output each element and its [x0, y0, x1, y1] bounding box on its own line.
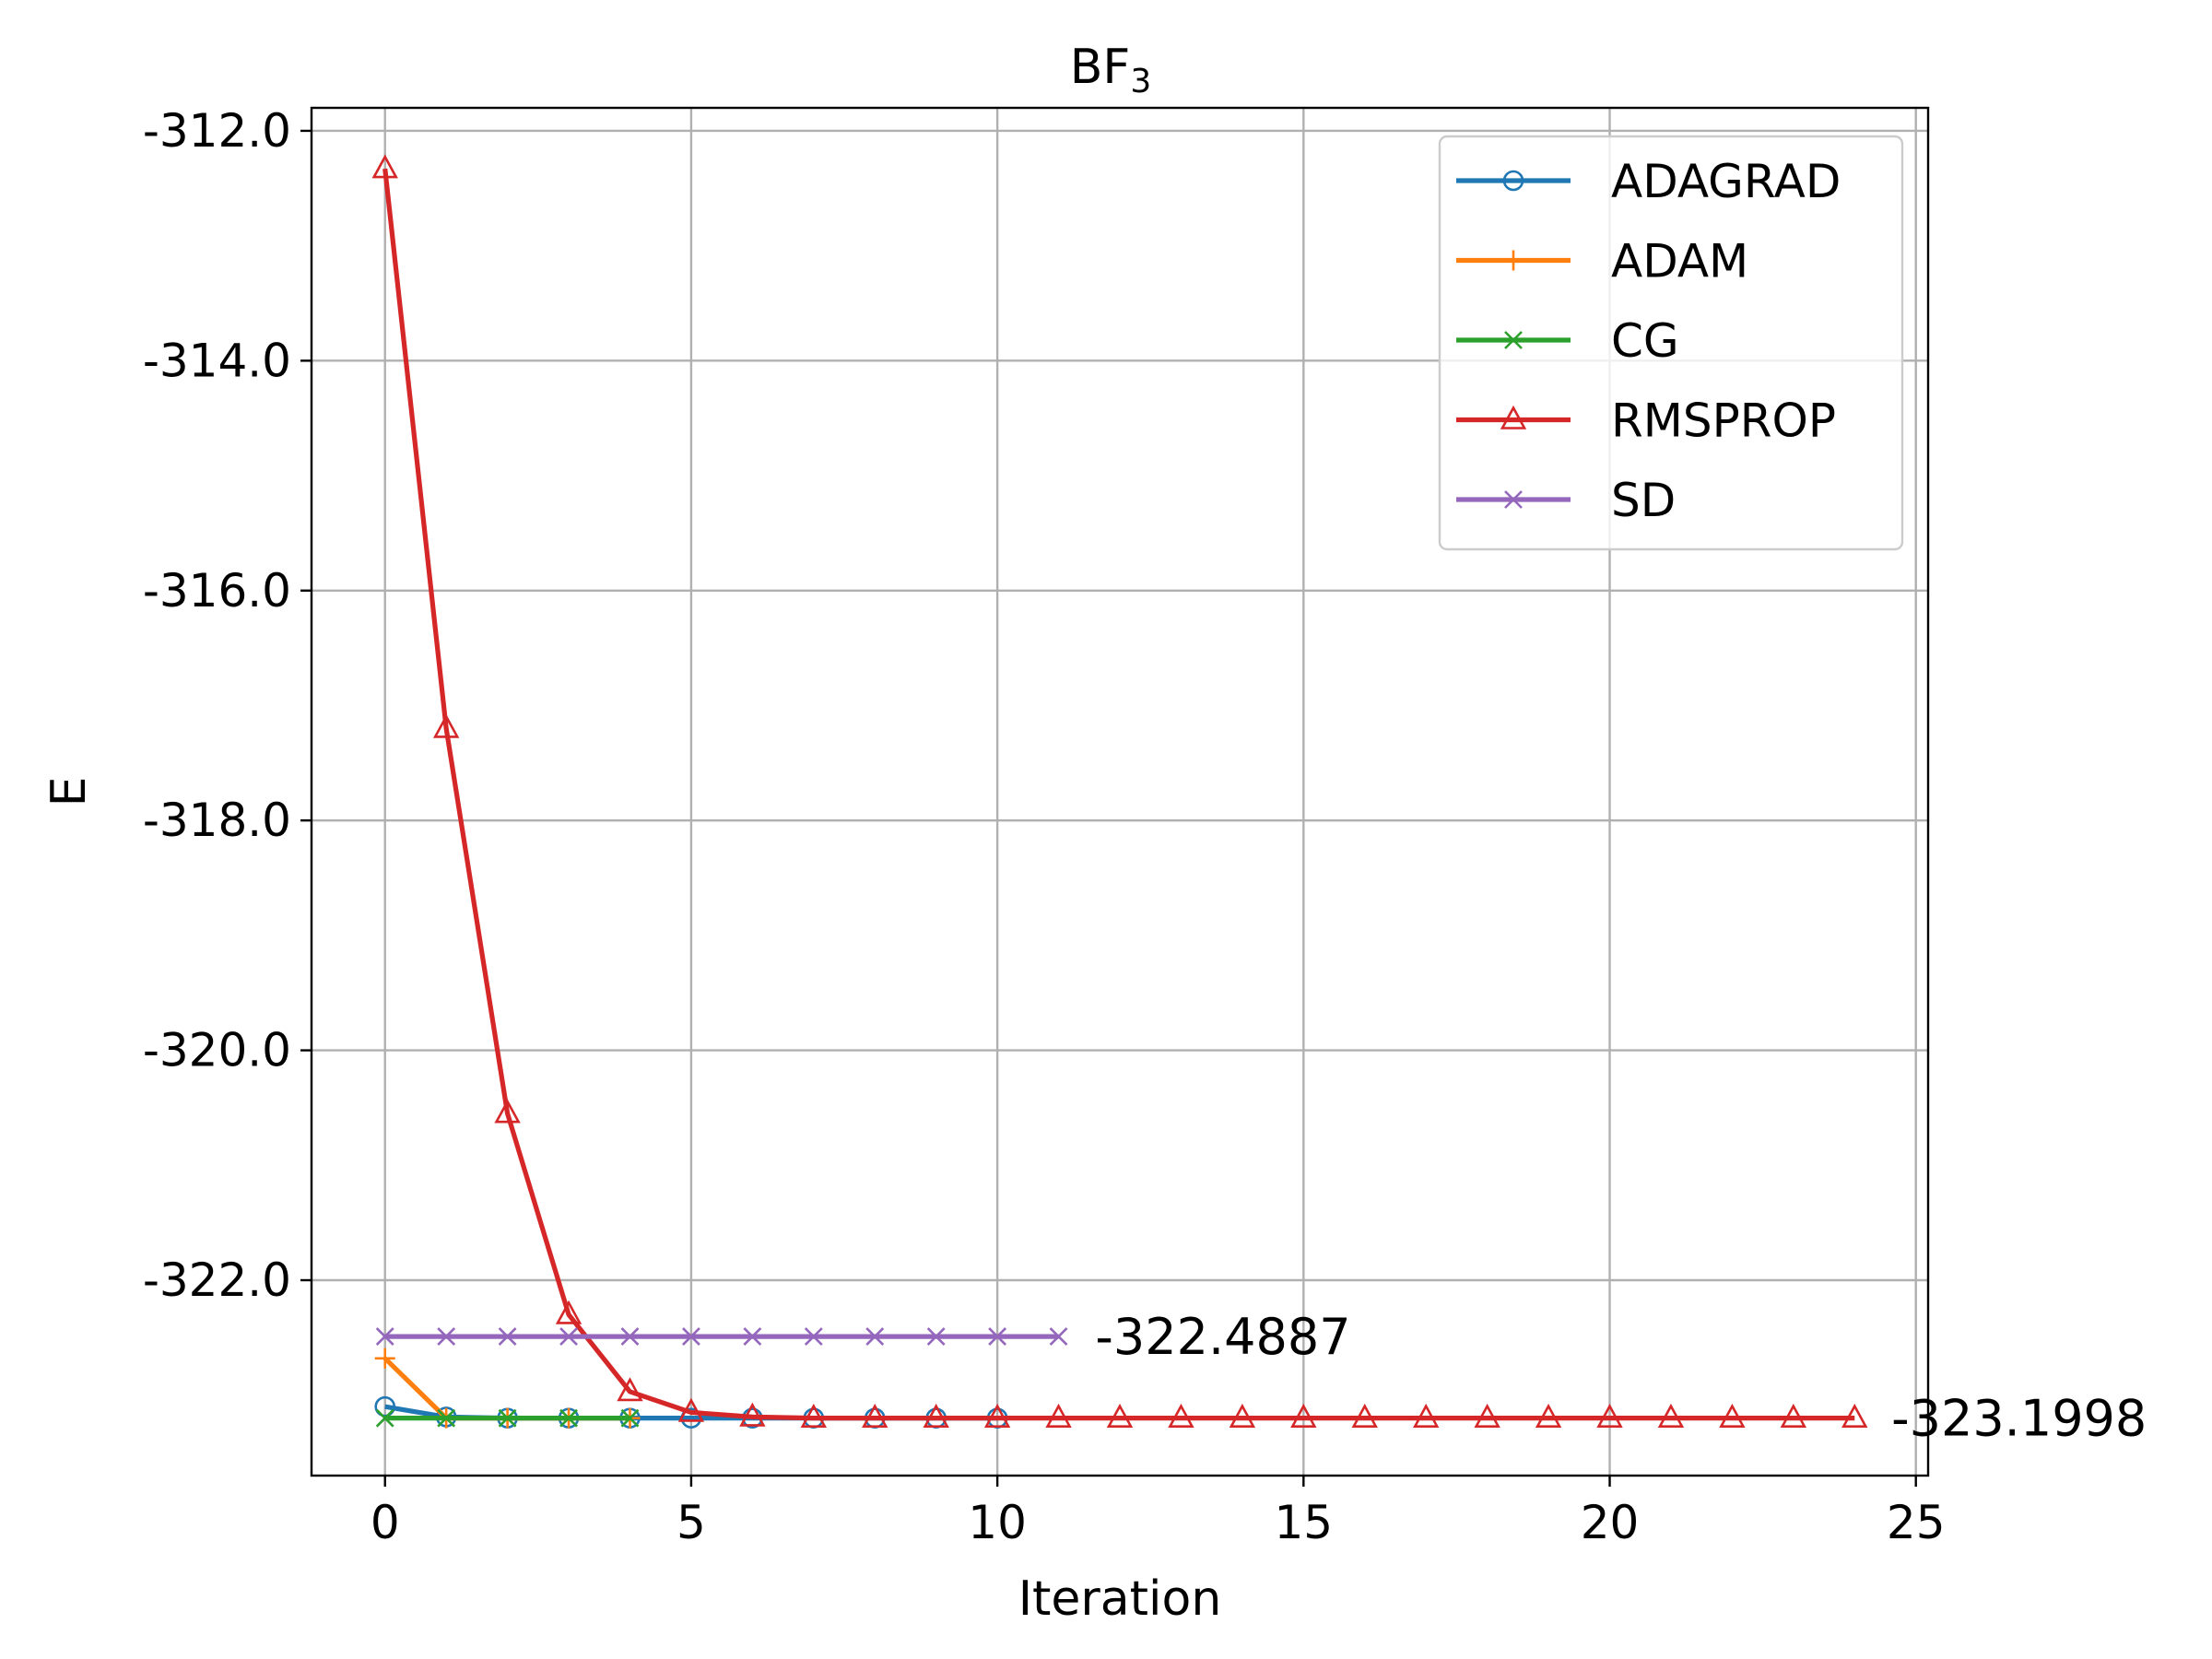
data-point-rmsprop: [555, 1300, 582, 1324]
data-point-cg: [559, 1408, 578, 1428]
legend-marker-adagrad: [1502, 170, 1524, 192]
data-point-adam: [374, 1347, 395, 1369]
data-point-rmsprop: [862, 1403, 888, 1428]
data-point-rmsprop: [1351, 1403, 1378, 1428]
data-point-rmsprop: [1719, 1403, 1746, 1428]
y-axis-label: E: [41, 777, 97, 807]
chart-title-subscript: 3: [1130, 63, 1151, 100]
data-point-sd: [437, 1327, 456, 1347]
x-tick-label: 15: [1275, 1496, 1334, 1549]
data-point-cg: [437, 1408, 456, 1428]
value-annotation: -323.1998: [1891, 1390, 2147, 1448]
data-point-rmsprop: [1413, 1403, 1440, 1428]
y-tick-label: -320.0: [143, 1024, 291, 1077]
data-point-rmsprop: [983, 1403, 1011, 1428]
x-axis-label: Iteration: [1018, 1571, 1222, 1627]
data-point-rmsprop: [923, 1403, 949, 1428]
x-tick-label: 10: [968, 1496, 1027, 1549]
data-point-sd: [926, 1327, 946, 1347]
series-cg: [375, 1408, 640, 1428]
data-point-rmsprop: [1290, 1403, 1317, 1428]
grid-lines: [312, 108, 1928, 1476]
legend-marker-adam: [1503, 250, 1524, 271]
legend-marker-rmsprop: [1500, 405, 1527, 429]
data-point-sd: [682, 1327, 700, 1347]
annotations: -322.4887 -323.1998: [1095, 1308, 2147, 1448]
legend-entry-cg: CG: [1456, 314, 1679, 368]
data-point-rmsprop: [494, 1099, 521, 1124]
data-point-sd: [375, 1327, 394, 1347]
data-point-cg: [498, 1408, 517, 1428]
data-point-rmsprop: [1657, 1403, 1685, 1428]
legend-label-adam: ADAM: [1611, 235, 1748, 288]
legend-entry-rmsprop: RMSPROP: [1456, 394, 1836, 448]
data-point-rmsprop: [1168, 1403, 1194, 1428]
data-point-sd: [804, 1327, 823, 1347]
series-rmsprop: [371, 154, 1868, 1428]
data-point-rmsprop: [1841, 1403, 1868, 1428]
data-point-rmsprop: [677, 1397, 705, 1422]
series-line-rmsprop: [382, 168, 1855, 1421]
data-point-rmsprop: [800, 1403, 827, 1428]
x-tick-label: 20: [1581, 1496, 1640, 1549]
y-tick-label: -316.0: [143, 564, 291, 618]
data-point-rmsprop: [1596, 1403, 1623, 1428]
data-point-rmsprop: [1229, 1403, 1256, 1428]
data-point-sd: [988, 1327, 1007, 1347]
series-sd: [375, 1327, 1068, 1347]
legend-entry-adagrad: ADAGRAD: [1456, 155, 1841, 208]
legend-marker-sd: [1504, 490, 1523, 509]
data-point-sd: [559, 1327, 578, 1347]
data-point-cg: [375, 1408, 394, 1428]
data-point-rmsprop: [432, 713, 460, 738]
legend-label-rmsprop: RMSPROP: [1611, 394, 1836, 448]
legend-entry-adam: ADAM: [1456, 235, 1748, 288]
legend-label-sd: SD: [1611, 474, 1676, 527]
data-point-rmsprop: [371, 154, 398, 179]
data-point-rmsprop: [1535, 1403, 1562, 1428]
legend-label-adagrad: ADAGRAD: [1611, 155, 1841, 208]
plot-frame: [310, 106, 1930, 1477]
legend: ADAGRAD ADAM CG RMSPROP SD: [1438, 135, 1904, 551]
series-layer: [371, 154, 1868, 1429]
data-point-rmsprop: [1106, 1403, 1134, 1428]
data-point-sd: [865, 1327, 885, 1347]
legend-box: [1438, 135, 1904, 551]
data-point-rmsprop: [739, 1402, 766, 1427]
data-point-sd: [743, 1327, 762, 1347]
data-point-cg: [620, 1408, 640, 1428]
y-tick-label: -318.0: [143, 794, 291, 847]
data-point-rmsprop: [1780, 1403, 1807, 1428]
chart-title: BF3: [1070, 40, 1152, 100]
axis-ticks: 0 5 10 15 20 25 -312.0 -314.0 -316.0 -318.0 -320.0…: [143, 104, 1946, 1549]
value-annotation: -322.4887: [1095, 1308, 1350, 1366]
data-point-sd: [620, 1327, 640, 1347]
legend-entry-sd: SD: [1456, 474, 1676, 527]
y-tick-label: -312.0: [143, 104, 291, 158]
data-point-sd: [1049, 1327, 1068, 1347]
x-tick-label: 0: [371, 1496, 400, 1549]
data-point-rmsprop: [1045, 1403, 1072, 1428]
chart-title-main: BF: [1070, 40, 1131, 95]
legend-marker-cg: [1504, 331, 1523, 349]
x-tick-label: 25: [1887, 1496, 1946, 1549]
data-point-rmsprop: [617, 1377, 643, 1402]
y-tick-label: -314.0: [143, 334, 291, 387]
legend-label-cg: CG: [1611, 314, 1679, 368]
data-point-sd: [498, 1327, 517, 1347]
data-point-rmsprop: [1474, 1403, 1500, 1428]
x-tick-label: 5: [677, 1496, 706, 1549]
y-tick-label: -322.0: [143, 1253, 291, 1307]
